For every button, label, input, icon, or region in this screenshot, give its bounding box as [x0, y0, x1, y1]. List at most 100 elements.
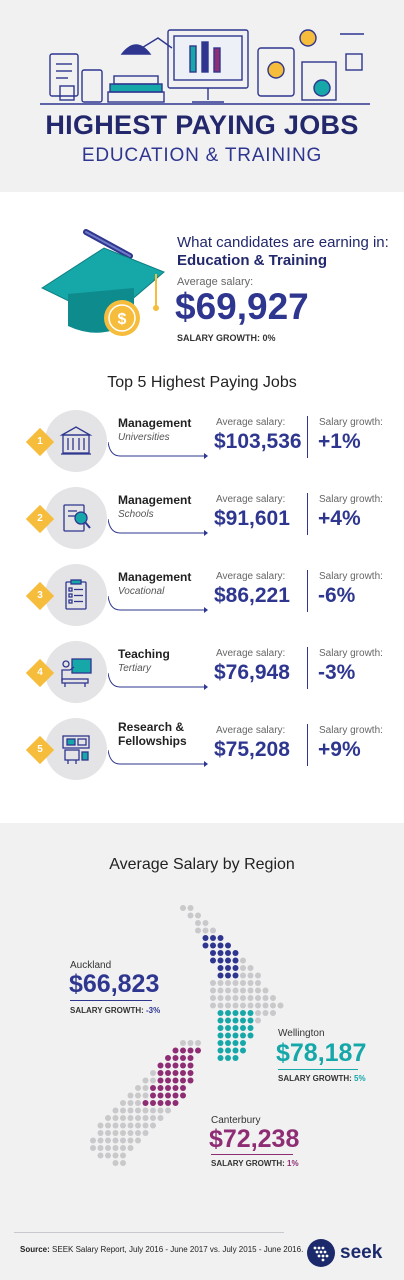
clipboard-checklist-icon [65, 579, 87, 610]
map-dot [105, 1130, 111, 1136]
map-dot [180, 1070, 186, 1076]
map-dot [120, 1130, 126, 1136]
map-dot [195, 1047, 201, 1054]
map-dot [142, 1130, 149, 1136]
map-dot [217, 1032, 224, 1039]
map-dot [172, 1077, 179, 1084]
salary-label: Average salary: [216, 648, 286, 659]
job-subtitle: Tertiary [118, 663, 151, 674]
map-dot [255, 995, 261, 1001]
map-dot [247, 965, 254, 971]
salary-value: $103,536 [214, 430, 302, 453]
map-dot [105, 1152, 111, 1159]
map-dot [202, 920, 209, 926]
map-dot [142, 1085, 149, 1091]
map-dot [97, 1137, 104, 1144]
map-dot [217, 942, 224, 949]
salary-label: Average salary: [216, 494, 286, 505]
page-subtitle: EDUCATION & TRAINING [81, 145, 323, 166]
map-dot [240, 972, 246, 979]
map-dot [195, 912, 201, 919]
map-dot [217, 980, 224, 986]
region-growth-label: SALARY GROWTH: [211, 1159, 285, 1168]
map-dot [150, 1077, 156, 1084]
source-text: SEEK Salary Report, July 2016 - June 201… [52, 1245, 304, 1254]
map-dot [150, 1092, 156, 1099]
map-dot [255, 1017, 261, 1024]
map-dot [210, 995, 216, 1001]
map-dot [247, 1010, 254, 1016]
map-dot [217, 972, 224, 979]
map-dot [240, 995, 246, 1001]
growth-value: +4% [318, 507, 361, 530]
arrow-connector-icon [108, 750, 208, 767]
map-dot [172, 1062, 179, 1069]
map-dot [240, 980, 246, 986]
map-dot [165, 1085, 171, 1091]
map-dot [277, 1002, 284, 1009]
map-dot [112, 1145, 119, 1151]
map-dot [240, 987, 246, 994]
top5-heading: Top 5 Highest Paying Jobs [107, 374, 297, 391]
map-dot [165, 1092, 171, 1099]
salary-value: $86,221 [214, 584, 290, 607]
map-dot [210, 980, 216, 986]
map-dot [225, 1055, 231, 1061]
job-title: Management [118, 416, 192, 430]
map-dot [135, 1092, 141, 1099]
job-title: Research & Fellowships [118, 720, 187, 748]
region-name-canterbury: Canterbury [211, 1115, 261, 1126]
map-dot [255, 1010, 261, 1016]
map-dot [120, 1152, 126, 1159]
region-heading: Average Salary by Region [109, 856, 295, 873]
arrow-connector-icon [108, 519, 208, 536]
nz-dot-map-icon [90, 905, 284, 1166]
map-dot [120, 1107, 126, 1114]
map-dot [240, 1047, 246, 1054]
map-dot [225, 987, 231, 994]
overview-growth-value: 0% [262, 333, 276, 343]
arrow-connector-icon [108, 442, 208, 459]
map-dot [120, 1115, 126, 1121]
map-dot [172, 1092, 179, 1099]
map-dot [180, 1055, 186, 1061]
job-title: Management [118, 570, 192, 584]
map-dot [135, 1122, 141, 1129]
map-dot [225, 980, 231, 986]
map-dot [127, 1137, 134, 1144]
job-title: Management [118, 493, 192, 507]
map-dot [112, 1115, 119, 1121]
map-dot [217, 1055, 224, 1061]
map-dot [262, 1002, 269, 1009]
divider [307, 647, 308, 689]
region-value-auckland: $66,823 [69, 970, 160, 998]
map-dot [232, 972, 239, 979]
overview-growth-label: SALARY GROWTH: [177, 333, 260, 343]
rank-number: 1 [37, 436, 43, 447]
divider [307, 416, 308, 458]
region-growth-auckland: SALARY GROWTH: -3% [70, 1006, 160, 1015]
map-dot [195, 927, 201, 934]
map-dot [232, 957, 239, 964]
map-dot [97, 1130, 104, 1136]
divider [307, 570, 308, 612]
overview-growth: SALARY GROWTH: 0% [177, 333, 276, 343]
map-dot [112, 1107, 119, 1114]
map-dot [172, 1100, 179, 1106]
region-underline [278, 1069, 358, 1070]
map-dot [157, 1085, 164, 1091]
research-station-icon [62, 735, 90, 764]
map-dot [225, 1032, 231, 1039]
graduation-cap-icon: $ [40, 229, 165, 336]
map-dot [90, 1145, 96, 1151]
map-dot [180, 1077, 186, 1084]
map-dot [217, 935, 224, 941]
map-dot [247, 972, 254, 979]
map-dot [232, 995, 239, 1001]
map-dot [247, 995, 254, 1001]
map-dot [180, 1040, 186, 1046]
job-row: 3 Management Vocational Average salary: … [0, 564, 404, 634]
map-dot [165, 1055, 171, 1061]
map-dot [270, 995, 276, 1001]
page-title: HIGHEST PAYING JOBS [45, 110, 359, 140]
